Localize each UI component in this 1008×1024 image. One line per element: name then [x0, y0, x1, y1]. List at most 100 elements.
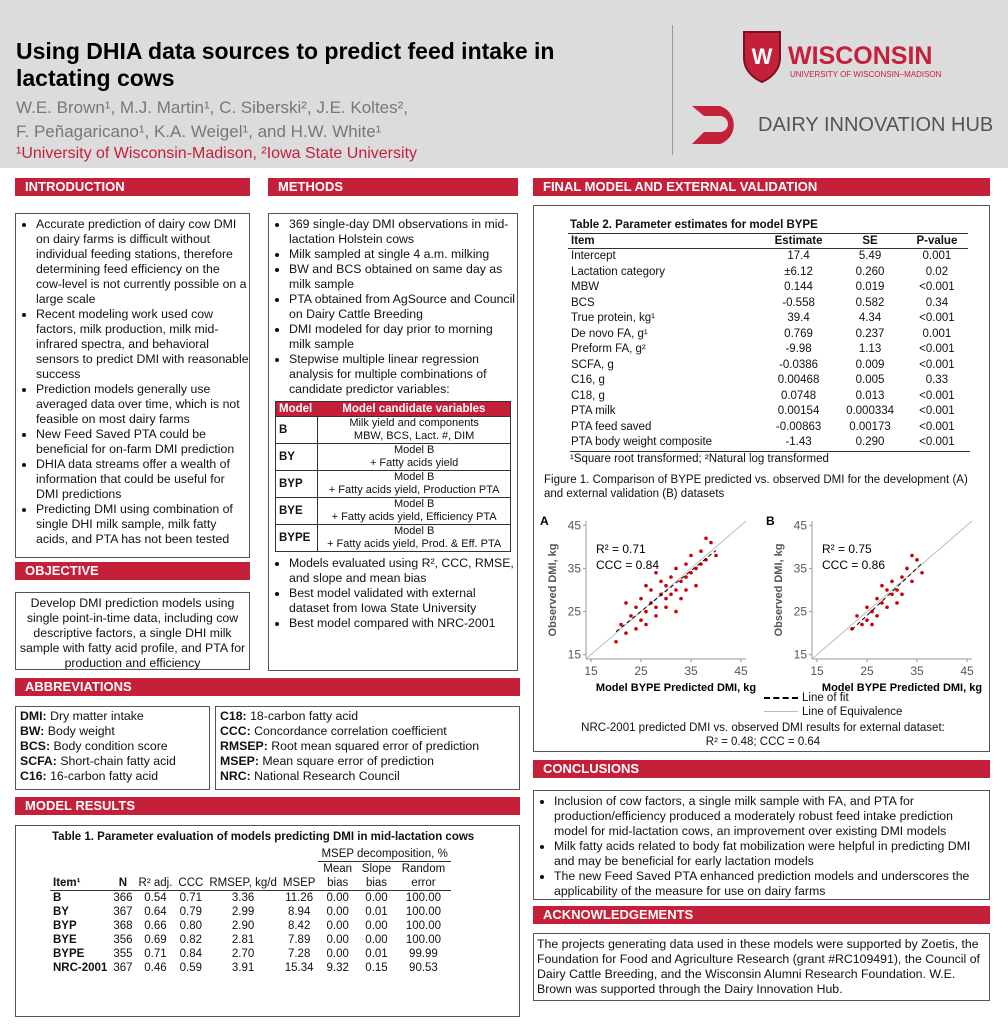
cell: 367	[113, 962, 133, 974]
abbr-term: DMI:	[20, 709, 47, 723]
bullet: Milk fatty acids related to body fat mob…	[554, 839, 989, 869]
table-row: PTA feed saved -0.00863 0.00173 <0.001	[568, 420, 968, 436]
cell: PTA feed saved	[571, 420, 652, 433]
model-cell: BYE	[275, 497, 319, 525]
abbr-row: MSEP: Mean square error of prediction	[220, 754, 515, 769]
abbr-row: SCFA: Short-chain fatty acid	[20, 754, 205, 769]
svg-text:W: W	[752, 44, 773, 69]
point	[900, 592, 904, 597]
point	[629, 614, 633, 618]
cell: BCS	[571, 296, 595, 309]
cell: 0.80	[179, 920, 203, 932]
bullet: Models evaluated using R², CCC, RMSE, an…	[289, 556, 517, 586]
cell: 2.81	[231, 934, 255, 946]
cell: <0.001	[919, 420, 955, 433]
point	[890, 579, 894, 584]
panel-label: B	[766, 514, 775, 528]
section-heading: ABBREVIATIONS	[15, 678, 520, 696]
point	[644, 583, 648, 588]
cell: 0.769	[784, 327, 813, 340]
bullet: PTA obtained from AgSource and Council o…	[289, 292, 517, 322]
abbr-term: RMSEP:	[220, 739, 268, 753]
cell: 0.00	[326, 934, 349, 946]
cell: <0.001	[919, 405, 955, 417]
section-heading: MODEL RESULTS	[15, 797, 520, 815]
header-cell: Item¹	[53, 877, 81, 889]
cell: 0.71	[144, 948, 167, 960]
abbr-term: MSEP:	[220, 754, 259, 768]
point	[714, 553, 718, 558]
cell: 0.290	[855, 436, 885, 448]
bullet: 369 single-day DMI observations in mid-l…	[289, 217, 517, 247]
bullet-list: Models evaluated using R², CCC, RMSE, an…	[269, 556, 517, 631]
abbr-term: CCC:	[220, 724, 251, 738]
legend: Line of fit Line of Equivalence	[764, 691, 902, 719]
bullet: New Feed Saved PTA could be beneficial f…	[36, 427, 249, 457]
point	[895, 588, 899, 592]
model-cell: BYP	[275, 470, 319, 498]
model-results: Table 1. Parameter evaluation of models …	[15, 825, 520, 1017]
abbr-term: BW:	[20, 724, 45, 738]
cell: 0.009	[855, 358, 885, 371]
section-heading: CONCLUSIONS	[533, 760, 990, 778]
bullet: BW and BCS obtained on same day as milk …	[289, 262, 517, 292]
authors: W.E. Brown¹, M.J. Martin¹, C. Siberski²,…	[16, 96, 408, 144]
table-row: BYPE Model B + Fatty acids yield, Prod. & …	[275, 524, 511, 552]
cell: 2.99	[231, 906, 255, 918]
point	[644, 609, 648, 614]
fit-line	[615, 550, 717, 633]
point	[614, 639, 618, 644]
bullet: Best model validated with external datas…	[289, 586, 517, 616]
legend-text: Line of fit	[802, 692, 849, 704]
abbr-def: Body condition score	[53, 739, 168, 753]
point	[674, 588, 678, 592]
equivalence-line	[811, 520, 973, 660]
point	[915, 558, 919, 562]
cell: 17.4	[787, 250, 810, 262]
y-tick-label: 15	[794, 648, 808, 662]
hub-name: DAIRY INNOVATION HUB	[758, 114, 994, 136]
point	[880, 583, 884, 588]
note-line: R² = 0.48; CCC = 0.64	[705, 736, 821, 748]
cell: 8.94	[287, 906, 311, 918]
point	[709, 540, 713, 545]
methods: 369 single-day DMI observations in mid-l…	[268, 213, 518, 671]
point	[865, 618, 869, 622]
author-line: W.E. Brown¹, M.J. Martin¹, C. Siberski²,…	[16, 98, 409, 117]
point	[684, 588, 688, 592]
section-heading: METHODS	[268, 178, 518, 196]
vars-line: + Fatty acids yield, Prod. & Eff. PTA	[327, 538, 502, 550]
table-row: Preform FA, g² -9.98 1.13 <0.001	[568, 342, 968, 358]
point	[865, 605, 869, 610]
point	[689, 570, 693, 575]
cell: 3.91	[231, 962, 255, 974]
vars-cell: Model B + Fatty acids yield	[318, 444, 511, 471]
point	[654, 605, 658, 610]
cell: 0.144	[784, 281, 813, 293]
cell: 0.59	[179, 962, 203, 974]
bullet: DMI modeled for day prior to morning mil…	[289, 322, 517, 352]
vars-line: Model B	[393, 471, 435, 483]
point	[659, 579, 663, 584]
cell: <0.001	[919, 436, 955, 448]
cell: 11.26	[285, 892, 314, 904]
abbreviations: DMI: Dry matter intake BW: Body weight BCS…	[15, 706, 520, 790]
cell: -1.43	[785, 436, 812, 448]
panel-label: A	[540, 514, 549, 528]
table-caption: Table 2. Parameter estimates for model B…	[570, 219, 818, 231]
bullet: Stepwise multiple linear regression anal…	[289, 352, 517, 397]
y-axis-label: Observed DMI, kg	[773, 544, 785, 637]
cell: 9.32	[326, 962, 349, 974]
abbr-def: Body weight	[47, 724, 115, 738]
cell: 99.99	[409, 948, 438, 960]
equivalence-line	[585, 520, 747, 660]
figure-caption: Figure 1. Comparison of BYPE predicted v…	[544, 473, 968, 500]
cell: 0.00	[326, 892, 349, 904]
table-row: SCFA, g -0.0386 0.009 <0.001	[568, 358, 968, 374]
table-row: Intercept 17.4 5.49 0.001	[568, 249, 968, 265]
vars-cell: Milk yield and components MBW, BCS, Lact.…	[318, 417, 511, 444]
vars-line: + Fatty acids yield, Efficiency PTA	[331, 511, 497, 523]
point	[890, 592, 894, 597]
x-tick-label: 15	[584, 664, 598, 678]
point	[654, 614, 658, 618]
